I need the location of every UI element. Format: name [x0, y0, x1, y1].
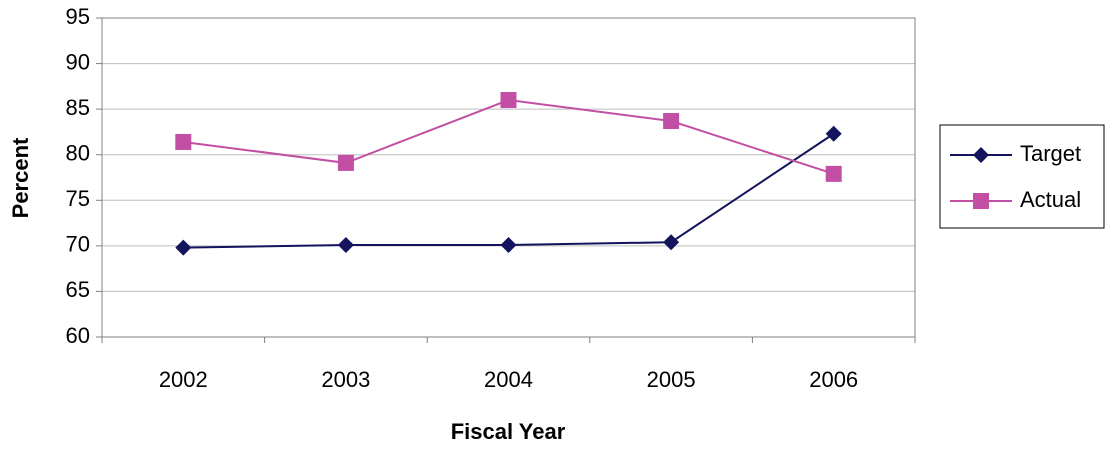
x-axis-label: Fiscal Year — [451, 419, 566, 444]
y-axis-label: Percent — [8, 137, 33, 218]
data-point — [175, 133, 192, 150]
y-tick-label: 95 — [66, 4, 90, 29]
x-tick-label: 2005 — [647, 367, 696, 392]
y-tick-label: 90 — [66, 49, 90, 74]
legend-marker — [973, 147, 989, 163]
data-point — [825, 125, 842, 142]
data-point — [337, 154, 354, 171]
x-tick-label: 2003 — [321, 367, 370, 392]
x-tick-label: 2002 — [159, 367, 208, 392]
y-tick-label: 80 — [66, 141, 90, 166]
y-tick-label: 60 — [66, 323, 90, 348]
series-line — [183, 99, 835, 175]
data-point — [337, 236, 354, 253]
data-point — [175, 239, 192, 256]
legend-box — [939, 124, 1105, 229]
y-tick-label: 85 — [66, 95, 90, 120]
series-line — [183, 132, 835, 249]
plot-frame — [101, 17, 916, 338]
legend-label: Target — [1020, 141, 1081, 166]
x-tick-label: 2006 — [809, 367, 858, 392]
data-point — [825, 165, 842, 182]
data-point — [500, 236, 517, 253]
y-tick-label: 70 — [66, 232, 90, 257]
legend-marker — [973, 193, 989, 209]
y-tick-label: 75 — [66, 186, 90, 211]
data-point — [500, 92, 517, 109]
data-point — [663, 234, 680, 251]
x-tick-label: 2004 — [484, 367, 533, 392]
legend-label: Actual — [1020, 187, 1081, 212]
data-point — [663, 112, 680, 129]
y-tick-label: 65 — [66, 277, 90, 302]
